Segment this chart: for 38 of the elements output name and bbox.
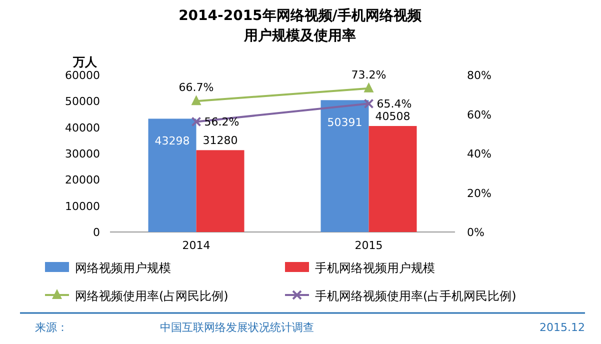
y2-tick-label: 0%	[467, 226, 484, 239]
chart-title: 2014-2015年网络视频/手机网络视频	[178, 7, 422, 24]
point	[191, 116, 202, 127]
data-label: 56.2%	[204, 116, 240, 129]
y-tick-label: 60000	[65, 69, 100, 82]
text: 中国互联网络发展状况统计调查	[160, 321, 314, 334]
bar	[196, 150, 244, 232]
x-tick-label: 2014	[182, 239, 210, 252]
y-tick-label: 10000	[65, 200, 100, 213]
legend-label: 网络视频使用率(占网民比例)	[75, 289, 228, 303]
data-label: 40508	[375, 110, 410, 124]
y-tick-label: 0	[93, 226, 100, 239]
legend-label: 手机网络视频用户规模	[315, 261, 435, 275]
y2-tick-label: 40%	[467, 148, 492, 160]
y2-tick-label: 60%	[467, 108, 492, 122]
x-tick-label: 2015	[354, 239, 383, 252]
text: 2015.12	[540, 321, 585, 334]
data-label: 43298	[154, 134, 190, 148]
source-note: 来源：	[35, 321, 68, 334]
legend-label: 手机网络视频使用率(占手机网民比例)	[315, 289, 516, 303]
y-axis-title: 万人	[72, 55, 98, 69]
y-tick-label: 30000	[65, 148, 100, 160]
y-tick-label: 50000	[65, 95, 100, 108]
data-label: 66.7%	[178, 81, 214, 94]
data-label: 73.2%	[351, 68, 386, 82]
y-tick-label: 20000	[65, 174, 100, 187]
bar	[148, 118, 196, 232]
data-label: 50391	[327, 116, 362, 130]
y-tick-label: 40000	[65, 121, 100, 134]
legend-label: 网络视频用户规模	[75, 261, 171, 275]
data-label: 65.4%	[376, 98, 412, 111]
y2-tick-label: 20%	[467, 186, 492, 200]
bar	[368, 126, 417, 232]
point	[364, 98, 374, 109]
y2-tick-label: 80%	[467, 69, 492, 82]
chart-subtitle: 用户规模及使用率	[243, 27, 356, 44]
data-label: 31280	[202, 134, 238, 148]
bar	[320, 100, 369, 232]
